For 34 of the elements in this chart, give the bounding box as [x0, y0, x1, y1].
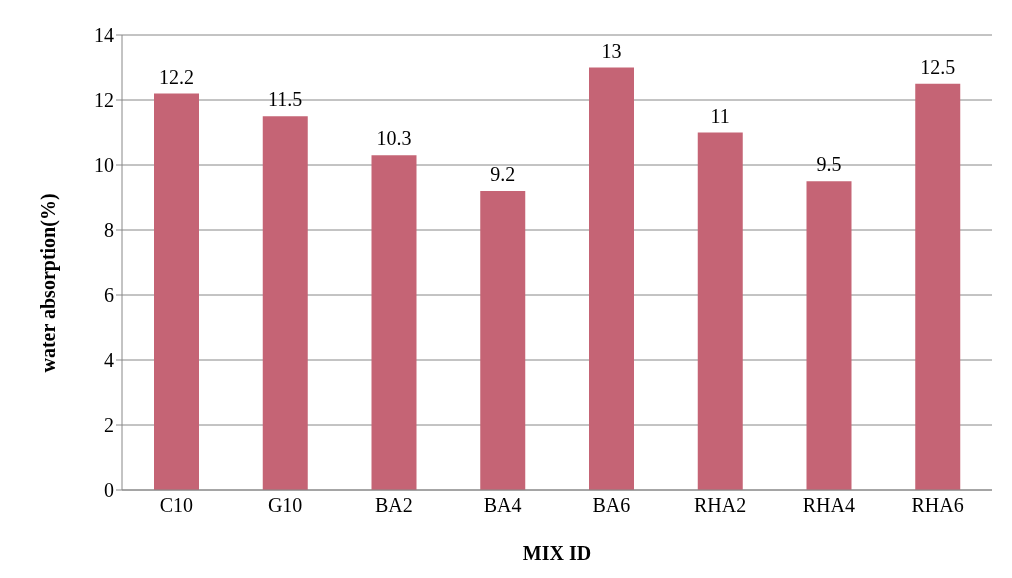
bar	[262, 116, 308, 490]
x-tick-label: RHA2	[694, 494, 747, 517]
y-axis-title: water absorption(%)	[37, 193, 61, 373]
bar	[697, 132, 743, 490]
x-tick-label: RHA6	[911, 494, 964, 517]
data-label: 12.5	[920, 55, 956, 78]
y-tick-label: 14	[94, 24, 114, 47]
data-label: 9.2	[490, 163, 516, 185]
data-label: 11.5	[268, 88, 303, 111]
data-label: 12.2	[159, 65, 194, 88]
bar	[589, 67, 634, 490]
y-tick-label: 0	[104, 479, 114, 502]
bar	[806, 181, 852, 490]
data-label: 13	[601, 39, 622, 62]
y-tick-label: 12	[94, 89, 114, 112]
y-tick-label: 4	[104, 349, 114, 372]
data-label: 9.5	[816, 153, 842, 176]
x-tick-label: G10	[267, 494, 303, 517]
bar	[915, 83, 961, 490]
x-axis-title: MIX ID	[522, 542, 592, 564]
y-tick-label: 8	[104, 219, 114, 242]
x-tick-label: RHA4	[802, 494, 855, 517]
x-tick-label: BA2	[374, 494, 413, 517]
bar	[371, 155, 417, 490]
data-label: 11	[710, 104, 730, 127]
x-tick-label: BA4	[483, 494, 522, 517]
y-tick-label: 10	[94, 154, 114, 177]
y-tick-label: 6	[104, 284, 114, 307]
bar	[154, 93, 199, 490]
y-tick-label: 2	[104, 414, 114, 437]
x-tick-label: C10	[159, 494, 194, 517]
x-tick-label: BA6	[592, 494, 631, 517]
data-label: 10.3	[376, 127, 412, 150]
bar	[480, 191, 526, 490]
